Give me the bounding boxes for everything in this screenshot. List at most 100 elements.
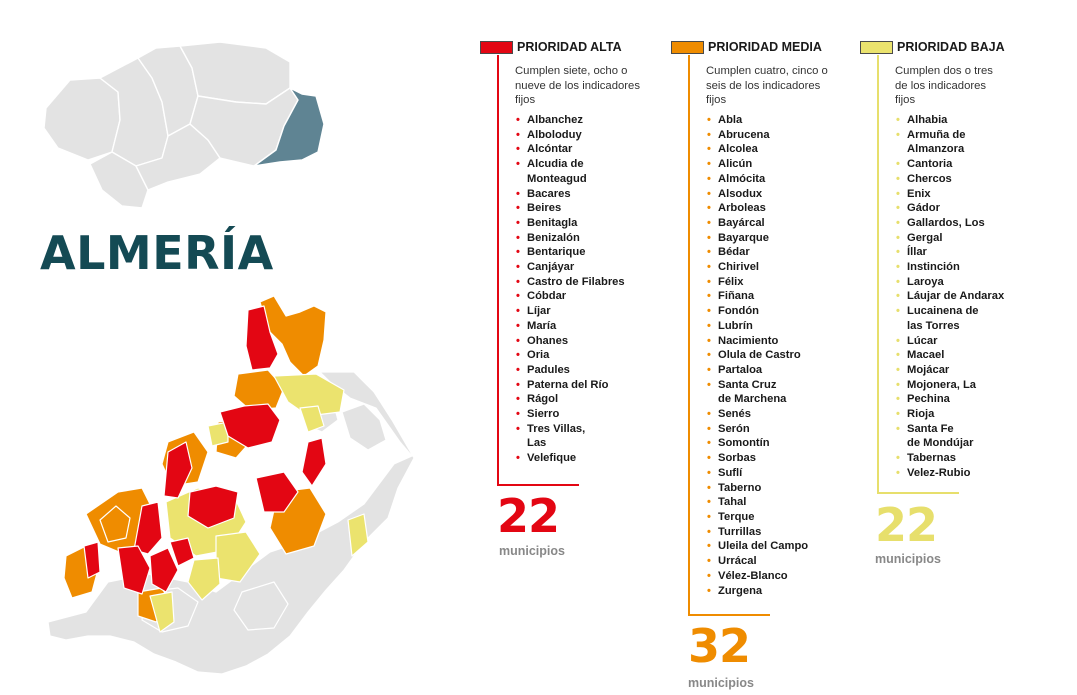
municipality-list: AlbanchezAlboloduyAlcóntarAlcudia deMont… [515,113,625,466]
municipality-item: Mojácar [895,363,1004,378]
municipality-count: 32 [688,619,751,673]
municipality-item: Terque [706,510,808,525]
swatch-baja [860,41,893,54]
municipality-alta [187,485,239,529]
municipality-grey [341,403,387,451]
municipality-item: Senés [706,407,808,422]
municipality-item: Lúcar [895,334,1004,349]
municipality-count: 22 [875,498,938,552]
municipality-alta [133,501,163,555]
municipality-item: Benitagla [515,216,625,231]
municipality-item: Bayarque [706,231,808,246]
bracket-line [497,484,579,486]
bracket-line [688,55,690,615]
municipality-item: Macael [895,348,1004,363]
municipality-item: Gádor [895,201,1004,216]
municipality-item: Sorbas [706,451,808,466]
municipality-item: Chercos [895,172,1004,187]
bracket-line [497,55,499,485]
municipality-alta [117,545,151,595]
municipality-item: Gallardos, Los [895,216,1004,231]
municipality-count: 22 [497,489,560,543]
municipality-item: Íllar [895,245,1004,260]
municipality-grey [233,581,289,631]
municipality-media [99,505,131,543]
municipality-list: AblaAbrucenaAlcoleaAlicúnAlmócitaAlsodux… [706,113,808,598]
municipality-alta [245,305,279,371]
swatch-alta [480,41,513,54]
count-label: municipios [875,552,941,566]
municipality-item: Tahal [706,495,808,510]
municipality-item: Ohanes [515,334,625,349]
municipality-item: Paterna del Río [515,378,625,393]
municipality-item: Líjar [515,304,625,319]
province-huelva [43,77,121,161]
count-label: municipios [499,544,565,558]
municipality-alta [219,403,281,449]
left-panel: ALMERÍA [0,0,470,695]
municipality-item: Padules [515,363,625,378]
municipality-item: Fondón [706,304,808,319]
municipality-item: Mojonera, La [895,378,1004,393]
province-almeria [253,87,325,167]
municipality-alta [83,541,101,579]
municipality-item: Zurgena [706,584,808,599]
municipality-item: Láujar de Andarax [895,289,1004,304]
municipality-item: Beires [515,201,625,216]
municipality-item: Almócita [706,172,808,187]
municipality-item: Turrillas [706,525,808,540]
municipality-item: Instinción [895,260,1004,275]
municipality-item: Alcolea [706,142,808,157]
municipality-alta [149,547,179,593]
swatch-media [671,41,704,54]
municipality-item: Rágol [515,392,625,407]
municipality-item: Tabernas [895,451,1004,466]
municipality-item: Serón [706,422,808,437]
municipality-item: Somontín [706,436,808,451]
column-prioridad-media: PRIORIDAD MEDIA Cumplen cuatro, cinco o … [671,40,861,695]
municipality-list: AlhabiaArmuña deAlmanzoraCantoriaChercos… [895,113,1004,481]
municipality-item: Alsodux [706,187,808,202]
municipality-item: Laroya [895,275,1004,290]
column-description: Cumplen dos o tres de los indicadores fi… [895,65,993,106]
municipality-item: Bentarique [515,245,625,260]
bracket-line [877,55,879,493]
municipality-baja [149,591,175,633]
municipality-item: Cantoria [895,157,1004,172]
municipality-item: Albanchez [515,113,625,128]
municipality-baja [207,421,229,447]
municipality-baja [273,373,345,417]
municipality-item: Vélez-Blanco [706,569,808,584]
municipality-item: Urrácal [706,554,808,569]
municipality-baja [187,557,221,601]
municipality-item: Pechina [895,392,1004,407]
municipality-item: Velez-Rubio [895,466,1004,481]
municipality-item: Velefique [515,451,625,466]
municipality-item: Bédar [706,245,808,260]
count-label: municipios [688,676,754,690]
municipality-media [233,369,285,411]
municipality-item: Bacares [515,187,625,202]
municipality-item: María [515,319,625,334]
municipality-item: Alboloduy [515,128,625,143]
column-description: Cumplen siete, ocho o nueve de los indic… [515,65,640,106]
municipality-item: Lubrín [706,319,808,334]
almeria-municipality-map [47,295,415,675]
municipality-item: Enix [895,187,1004,202]
municipality-item: Suflí [706,466,808,481]
column-description: Cumplen cuatro, cinco o seis de los indi… [706,65,828,106]
municipality-item: Uleila del Campo [706,539,808,554]
andalusia-locator-map [43,41,325,209]
municipality-item: Tres Villas,Las [515,422,625,451]
bracket-line [688,614,770,616]
municipality-alta [169,537,195,567]
municipality-item: Rioja [895,407,1004,422]
municipality-media [259,295,327,377]
municipality-item: Partaloa [706,363,808,378]
column-title: PRIORIDAD ALTA [517,40,622,54]
bracket-line [877,492,959,494]
